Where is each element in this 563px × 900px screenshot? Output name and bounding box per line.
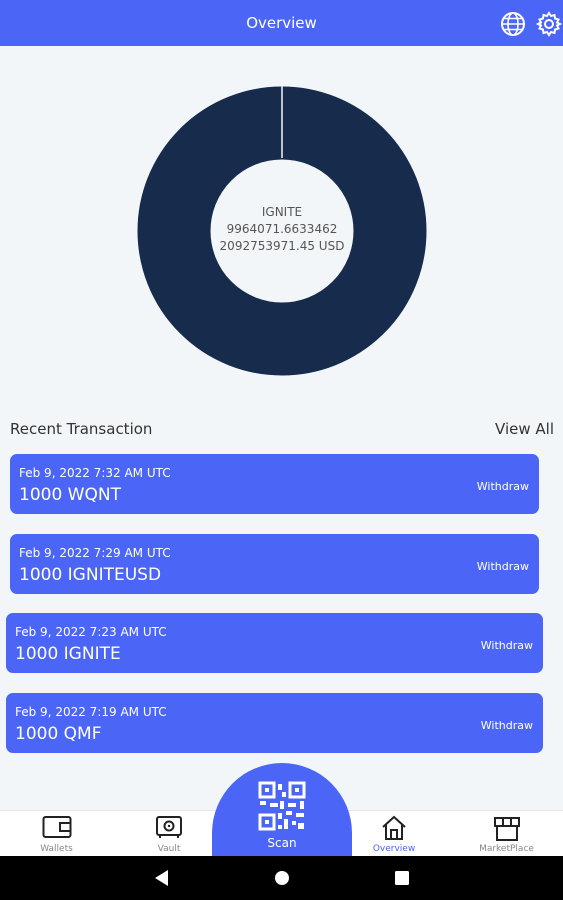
- asset-amount: 9964071.6633462: [226, 222, 338, 236]
- tab-label: Overview: [372, 844, 416, 854]
- tab-label: MarketPlace: [479, 844, 534, 854]
- section-title: Recent Transaction: [10, 420, 153, 438]
- transaction-type: Withdraw: [480, 719, 533, 732]
- asset-usd-value: 2092753971.45 USD: [219, 239, 345, 253]
- tab-wallets[interactable]: Wallets: [0, 811, 113, 857]
- donut-center-label: IGNITE 9964071.6633462 2092753971.45 USD: [137, 204, 427, 255]
- asset-name: IGNITE: [261, 205, 303, 219]
- recent-transaction-header: Recent Transaction View All: [10, 420, 554, 440]
- transaction-date: Feb 9, 2022 7:23 AM UTC: [15, 625, 167, 639]
- transaction-amount: 1000 WQNT: [19, 485, 121, 505]
- page-title: Overview: [246, 14, 317, 32]
- qr-code-icon: [258, 781, 306, 835]
- transaction-amount: 1000 QMF: [15, 724, 102, 744]
- tab-marketplace[interactable]: MarketPlace: [450, 811, 563, 857]
- overview-content: IGNITE 9964071.6633462 2092753971.45 USD…: [0, 46, 563, 810]
- top-app-bar: Overview: [0, 0, 563, 46]
- transaction-card[interactable]: Feb 9, 2022 7:19 AM UTC 1000 QMF Withdra…: [6, 693, 543, 753]
- recents-icon[interactable]: [393, 868, 411, 892]
- wallet-icon: [42, 815, 72, 843]
- gear-icon[interactable]: [535, 10, 563, 38]
- home-icon: [380, 815, 408, 845]
- transaction-date: Feb 9, 2022 7:29 AM UTC: [19, 546, 171, 560]
- tab-label: Vault: [157, 844, 181, 854]
- transaction-type: Withdraw: [480, 639, 533, 652]
- transaction-type: Withdraw: [476, 560, 529, 573]
- transaction-amount: 1000 IGNITE: [15, 644, 121, 664]
- store-icon: [492, 815, 522, 847]
- tab-label: Wallets: [40, 844, 73, 854]
- home-button-icon[interactable]: [273, 868, 291, 892]
- globe-icon[interactable]: [499, 10, 527, 38]
- view-all-link[interactable]: View All: [495, 420, 554, 438]
- transaction-card[interactable]: Feb 9, 2022 7:29 AM UTC 1000 IGNITEUSD W…: [10, 534, 539, 594]
- scan-label: Scan: [267, 836, 297, 850]
- portfolio-donut-chart: [137, 86, 427, 376]
- system-navigation-bar: [0, 856, 563, 900]
- transaction-card[interactable]: Feb 9, 2022 7:32 AM UTC 1000 WQNT Withdr…: [10, 454, 539, 514]
- transaction-type: Withdraw: [476, 480, 529, 493]
- transaction-amount: 1000 IGNITEUSD: [19, 565, 162, 585]
- transaction-date: Feb 9, 2022 7:32 AM UTC: [19, 466, 171, 480]
- vault-icon: [155, 815, 183, 843]
- transaction-card[interactable]: Feb 9, 2022 7:23 AM UTC 1000 IGNITE With…: [6, 613, 543, 673]
- transaction-date: Feb 9, 2022 7:19 AM UTC: [15, 705, 167, 719]
- tab-overview[interactable]: Overview: [338, 811, 450, 857]
- back-icon[interactable]: [152, 868, 170, 892]
- tab-vault[interactable]: Vault: [113, 811, 225, 857]
